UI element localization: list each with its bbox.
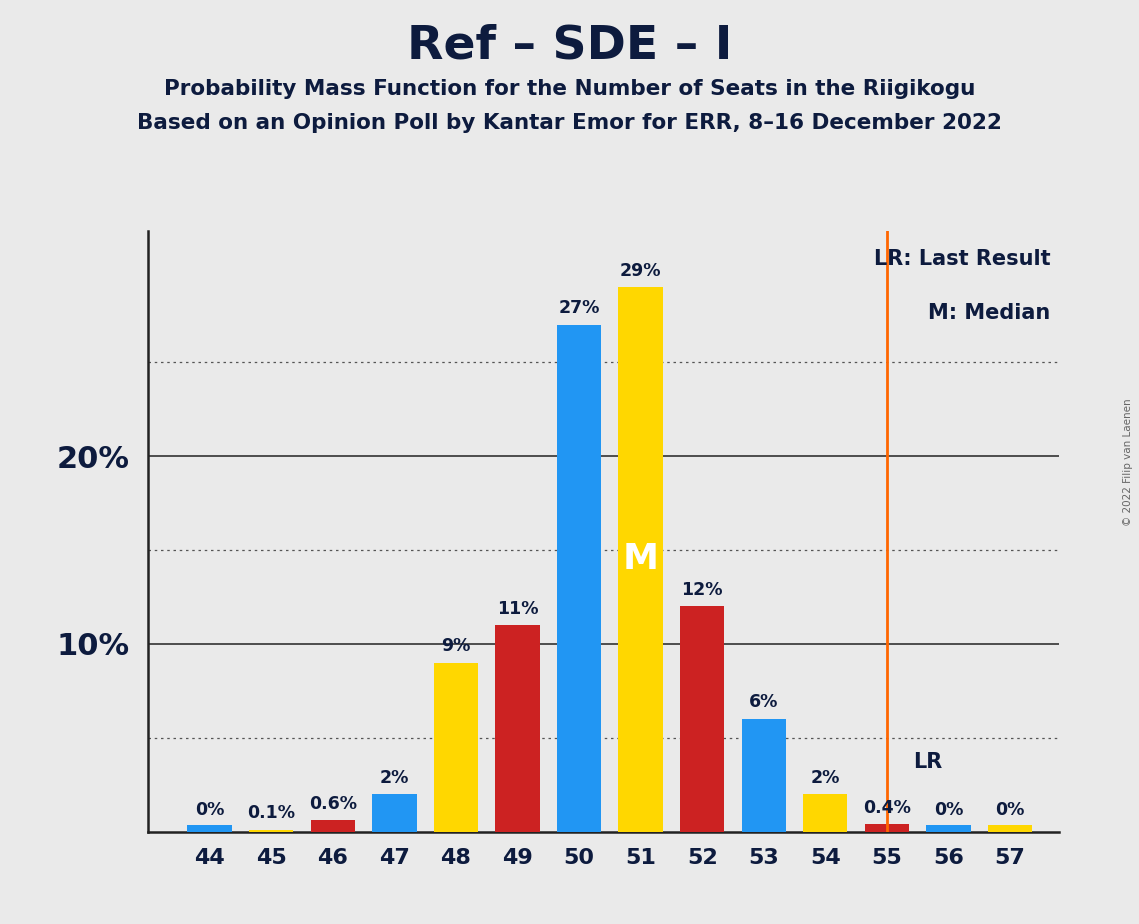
Bar — [249, 830, 294, 832]
Text: 11%: 11% — [497, 600, 539, 617]
Text: 0%: 0% — [934, 801, 964, 820]
Text: 0.4%: 0.4% — [863, 798, 911, 817]
Text: 2%: 2% — [379, 769, 409, 786]
Text: Probability Mass Function for the Number of Seats in the Riigikogu: Probability Mass Function for the Number… — [164, 79, 975, 99]
Bar — [188, 825, 232, 832]
Bar — [741, 719, 786, 832]
Bar — [311, 821, 355, 832]
Bar — [372, 794, 417, 832]
Text: 27%: 27% — [558, 299, 600, 317]
Bar — [988, 825, 1032, 832]
Text: 0.6%: 0.6% — [309, 795, 357, 813]
Text: Based on an Opinion Poll by Kantar Emor for ERR, 8–16 December 2022: Based on an Opinion Poll by Kantar Emor … — [137, 113, 1002, 133]
Text: LR: LR — [912, 751, 942, 772]
Bar — [557, 325, 601, 832]
Bar — [680, 606, 724, 832]
Text: Ref – SDE – I: Ref – SDE – I — [407, 23, 732, 68]
Bar — [434, 663, 478, 832]
Text: 0%: 0% — [195, 801, 224, 820]
Text: 2%: 2% — [811, 769, 839, 786]
Text: M: M — [623, 542, 658, 577]
Bar — [926, 825, 970, 832]
Text: © 2022 Filip van Laenen: © 2022 Filip van Laenen — [1123, 398, 1133, 526]
Text: 9%: 9% — [441, 638, 470, 655]
Bar — [865, 824, 909, 832]
Bar — [495, 626, 540, 832]
Text: 12%: 12% — [681, 581, 723, 599]
Text: 0%: 0% — [995, 801, 1025, 820]
Text: 6%: 6% — [749, 694, 778, 711]
Bar — [803, 794, 847, 832]
Text: 29%: 29% — [620, 261, 662, 280]
Text: LR: Last Result: LR: Last Result — [874, 249, 1050, 269]
Bar — [618, 287, 663, 832]
Text: 0.1%: 0.1% — [247, 804, 295, 822]
Text: M: Median: M: Median — [928, 303, 1050, 323]
